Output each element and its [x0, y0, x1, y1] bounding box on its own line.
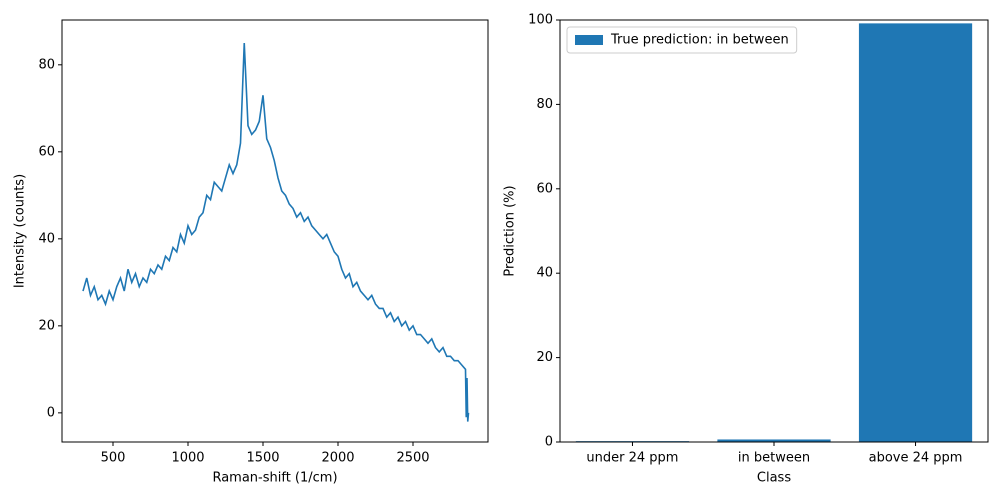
legend-box: [566, 26, 798, 54]
x-tick-label: 500: [101, 451, 126, 466]
x-tick-label: under 24 ppm: [586, 451, 678, 466]
axes-frame: [559, 19, 989, 443]
x-tick-label: 1500: [246, 451, 279, 466]
y-tick-label: 60: [38, 144, 55, 159]
y-tick-label: 40: [536, 266, 553, 281]
y-tick-label: 80: [536, 97, 553, 112]
legend-swatch: [575, 35, 603, 45]
axes-frame: [61, 19, 489, 443]
x-tick-label: 1000: [171, 451, 204, 466]
y-tick-label: 40: [38, 231, 55, 246]
x-tick-label: above 24 ppm: [869, 451, 963, 466]
y-axis-label: Prediction (%): [503, 185, 518, 276]
y-axis-label: Intensity (counts): [13, 174, 28, 288]
y-tick-label: 0: [545, 435, 553, 450]
x-axis-label: Class: [757, 471, 791, 486]
y-tick-label: 20: [38, 318, 55, 333]
y-tick-label: 100: [528, 13, 553, 28]
x-tick-label: in between: [738, 451, 810, 466]
data-line: [82, 43, 470, 422]
bar: [858, 23, 973, 442]
y-tick-label: 0: [47, 405, 55, 420]
legend: True prediction: in between: [566, 26, 798, 54]
bar: [717, 439, 831, 442]
x-tick-label: 2000: [321, 451, 354, 466]
y-tick-label: 20: [536, 350, 553, 365]
y-tick-label: 80: [38, 57, 55, 72]
y-tick-label: 60: [536, 181, 553, 196]
legend-label: True prediction: in between: [610, 33, 789, 48]
x-tick-label: 2500: [396, 451, 429, 466]
x-axis-label: Raman-shift (1/cm): [212, 471, 337, 486]
